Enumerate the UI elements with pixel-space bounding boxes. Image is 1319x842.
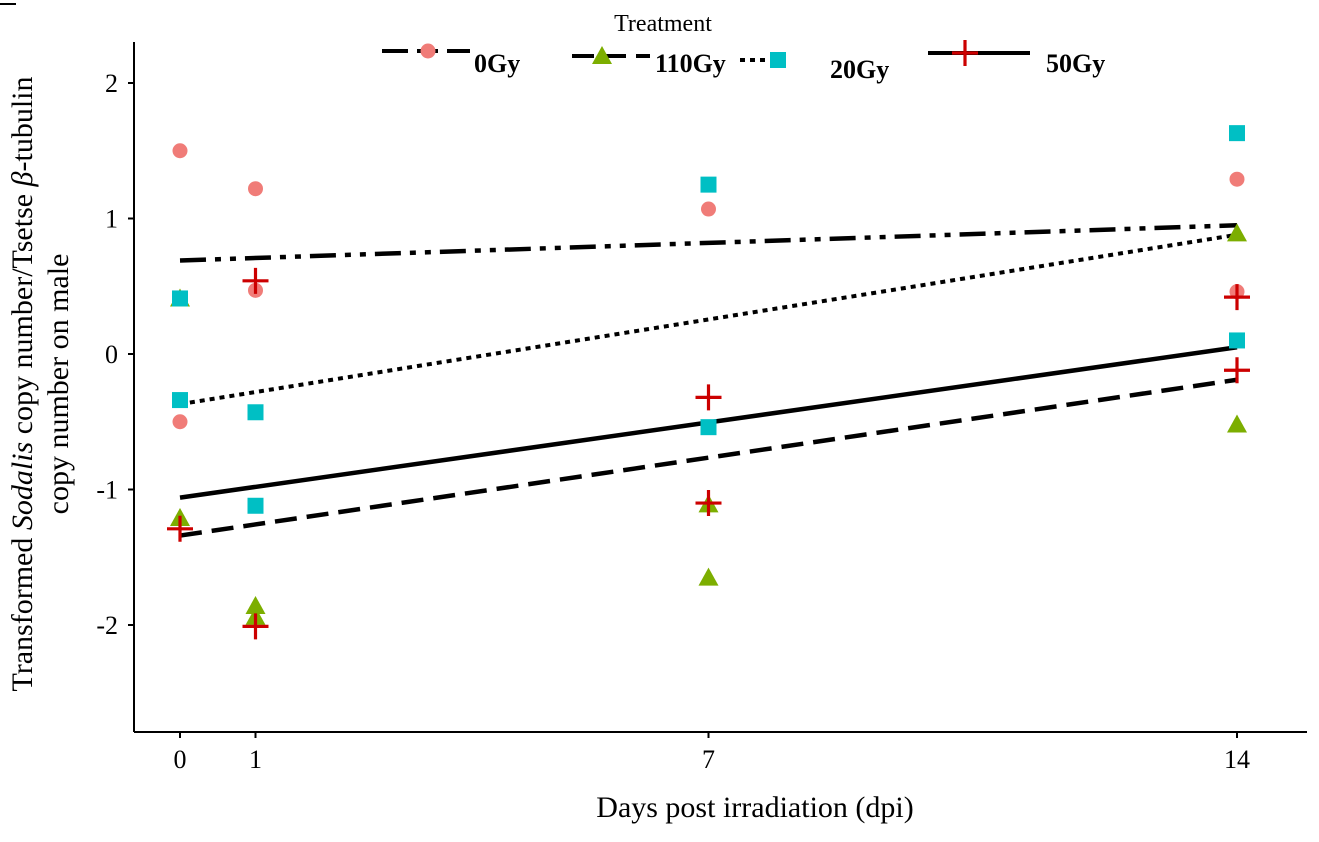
legend: Treatment 0Gy 110Gy 20Gy 50Gy <box>382 11 1105 84</box>
point-20gy <box>1229 332 1245 349</box>
point-0gy <box>172 143 188 159</box>
point-50gy <box>695 490 722 517</box>
axes <box>0 3 1307 733</box>
point-50gy <box>242 613 269 640</box>
legend-label: 110Gy <box>655 49 726 78</box>
legend-label: 0Gy <box>474 49 520 78</box>
ticks: 0 1 7 14 -2 -1 0 1 2 <box>96 69 1250 774</box>
trend-line-20gy <box>179 232 1238 407</box>
point-20gy <box>247 497 264 514</box>
legend-marker <box>420 43 436 59</box>
legend-item-110gy: 110Gy <box>572 46 726 78</box>
point-0gy <box>701 201 716 217</box>
legend-label: 50Gy <box>1046 49 1105 78</box>
y-tick-label: 0 <box>105 340 118 369</box>
x-tick-label: 0 <box>174 745 187 774</box>
point-110gy <box>698 567 719 586</box>
x-tick-label: 14 <box>1224 745 1250 774</box>
y-tick-label: -2 <box>96 611 118 640</box>
trend-line-110gy <box>179 377 1238 538</box>
trend-line-0gy <box>179 223 1238 263</box>
point-50gy <box>1224 284 1250 311</box>
legend-label: 20Gy <box>830 55 889 84</box>
point-50gy <box>167 515 193 542</box>
legend-title: Treatment <box>614 11 712 37</box>
y-title-part-4: β <box>6 171 39 187</box>
data-points <box>167 125 1250 640</box>
point-50gy <box>242 267 269 294</box>
legend-item-50gy: 50Gy <box>928 40 1105 78</box>
x-tick-label: 7 <box>702 745 715 774</box>
point-0gy <box>248 181 263 197</box>
y-tick-label: -1 <box>96 476 118 505</box>
y-title-part-5: -tubulin <box>6 76 39 171</box>
point-50gy <box>695 384 722 411</box>
point-110gy <box>245 596 266 615</box>
legend-item-20gy: 20Gy <box>740 52 889 84</box>
trend-lines <box>179 223 1238 538</box>
point-20gy <box>700 176 717 193</box>
y-axis-title-line2: copy number on male <box>42 254 75 515</box>
y-axis-title: Transformed Sodalis copy number/Tsetse β… <box>6 76 75 691</box>
point-110gy <box>1227 414 1247 433</box>
point-50gy <box>1224 357 1250 384</box>
point-110gy <box>1227 223 1247 242</box>
y-title-part-1: Transformed <box>6 530 39 691</box>
legend-marker <box>952 40 978 66</box>
point-20gy <box>1229 125 1245 142</box>
y-tick-label: 1 <box>105 205 118 234</box>
point-20gy <box>172 290 188 307</box>
x-tick-label: 1 <box>249 745 262 774</box>
y-title-part-3: copy number/Tsetse <box>6 186 39 441</box>
y-axis-title-line1: Transformed Sodalis copy number/Tsetse β… <box>6 76 39 691</box>
y-tick-label: 2 <box>105 69 118 98</box>
legend-marker <box>770 52 786 68</box>
y-title-part-2: Sodalis <box>6 442 39 530</box>
point-20gy <box>247 404 264 421</box>
point-20gy <box>700 419 717 436</box>
x-axis-title: Days post irradiation (dpi) <box>596 791 913 824</box>
point-0gy <box>1229 171 1245 187</box>
legend-item-0gy: 0Gy <box>382 43 520 78</box>
point-20gy <box>172 392 188 409</box>
point-0gy <box>172 414 188 430</box>
legend-marker <box>592 46 612 64</box>
